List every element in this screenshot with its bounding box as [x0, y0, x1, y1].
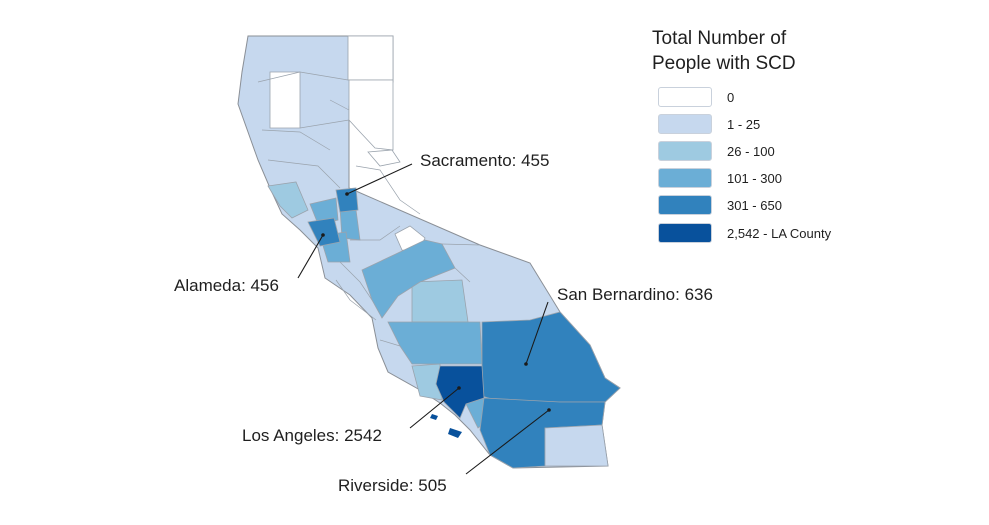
legend-item-26-100: 26 - 100 — [658, 140, 775, 162]
legend-swatch — [658, 87, 712, 107]
county-kern — [411, 279, 469, 323]
county-sierra — [367, 149, 401, 167]
dot-alameda — [321, 233, 325, 237]
legend-label: 301 - 650 — [727, 197, 782, 213]
leader-los-angeles — [409, 387, 460, 429]
county-sonoma — [267, 181, 309, 219]
leader-lines — [297, 163, 550, 475]
callout-riverside: Riverside: 505 — [338, 476, 447, 495]
legend-item-0: 0 — [658, 86, 734, 108]
legend-label: 2,542 - LA County — [727, 225, 832, 241]
channel-island-san-clemente — [448, 428, 462, 438]
legend-title-line1: Total Number of — [652, 28, 787, 49]
county-borders — [257, 71, 481, 347]
county-alameda — [307, 217, 341, 247]
legend-swatch — [658, 195, 712, 215]
legend-label: 1 - 25 — [727, 116, 761, 132]
legend-title-line2: People with SCD — [652, 53, 796, 74]
county-modoc — [347, 35, 394, 81]
legend-label: 101 - 300 — [727, 170, 782, 186]
leader-riverside — [465, 409, 550, 475]
callout-los-angeles: Los Angeles: 2542 — [242, 426, 382, 445]
legend-item-la-county: 2,542 - LA County — [658, 222, 831, 244]
leader-sacramento — [346, 163, 413, 195]
legend-label: 0 — [727, 89, 735, 105]
channel-island-catalina — [430, 414, 438, 420]
legend-swatch — [658, 114, 712, 134]
legend-swatch — [658, 223, 712, 243]
county-lassen — [348, 79, 394, 151]
legend-item-301-650: 301 - 650 — [658, 194, 782, 216]
county-san-bernardino — [481, 311, 621, 409]
callout-san-bernardino: San Bernardino: 636 — [557, 285, 713, 304]
legend-item-101-300: 101 - 300 — [658, 167, 782, 189]
county-trinity — [269, 71, 301, 129]
legend-swatch — [658, 141, 712, 161]
dot-sacramento — [345, 192, 349, 196]
leader-alameda — [297, 234, 324, 279]
county-sacramento — [335, 187, 359, 213]
leader-dots — [321, 192, 551, 412]
callout-alameda: Alameda: 456 — [174, 276, 279, 295]
county-solano — [309, 197, 339, 225]
dot-san-bernardino — [524, 362, 528, 366]
dot-los-angeles — [457, 386, 461, 390]
legend-item-1-25: 1 - 25 — [658, 113, 760, 135]
county-imperial — [544, 424, 609, 467]
legend-label: 26 - 100 — [727, 143, 775, 159]
county-los-angeles — [435, 365, 485, 419]
legend-swatch — [658, 168, 712, 188]
county-ventura — [411, 363, 443, 401]
leader-san-bernardino — [525, 301, 549, 365]
dot-riverside — [547, 408, 551, 412]
callout-sacramento: Sacramento: 455 — [420, 151, 550, 170]
legend-title: Total Number of People with SCD — [652, 26, 796, 76]
county-fresno — [361, 239, 456, 319]
